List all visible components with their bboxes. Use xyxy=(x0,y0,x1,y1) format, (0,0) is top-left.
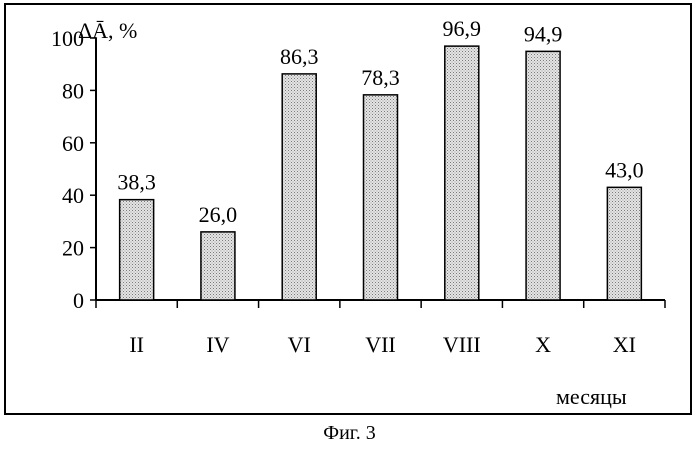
bar-VI xyxy=(282,74,316,300)
bar-II xyxy=(120,200,154,300)
y-tick-label: 40 xyxy=(62,183,84,208)
y-tick-label: 80 xyxy=(62,78,84,103)
y-tick-label: 20 xyxy=(62,236,84,261)
category-label: VIII xyxy=(443,332,481,357)
bar-X xyxy=(526,51,560,300)
y-ticks: 020406080100 xyxy=(51,26,96,313)
category-label: VII xyxy=(365,332,396,357)
figure-caption: Фиг. 3 xyxy=(0,422,699,445)
category-label: XI xyxy=(613,332,636,357)
bar-IV xyxy=(201,232,235,300)
y-tick-label: 60 xyxy=(62,131,84,156)
value-label: 94,9 xyxy=(524,21,563,46)
bar-XI xyxy=(607,187,641,300)
y-axis-label: ΔĀ, % xyxy=(78,18,137,43)
y-tick-label: 0 xyxy=(73,288,84,313)
value-label: 86,3 xyxy=(280,44,319,69)
x-axis-label: месяцы xyxy=(556,384,627,409)
bar-VIII xyxy=(445,46,479,300)
value-label: 96,9 xyxy=(443,16,482,41)
value-label: 26,0 xyxy=(199,202,238,227)
category-label: VI xyxy=(288,332,311,357)
bar-VII xyxy=(364,95,398,300)
category-label: II xyxy=(129,332,144,357)
category-label: IV xyxy=(206,332,229,357)
value-label: 43,0 xyxy=(605,157,644,182)
value-label: 78,3 xyxy=(361,65,400,90)
value-label: 38,3 xyxy=(117,170,156,195)
category-label: X xyxy=(535,332,551,357)
